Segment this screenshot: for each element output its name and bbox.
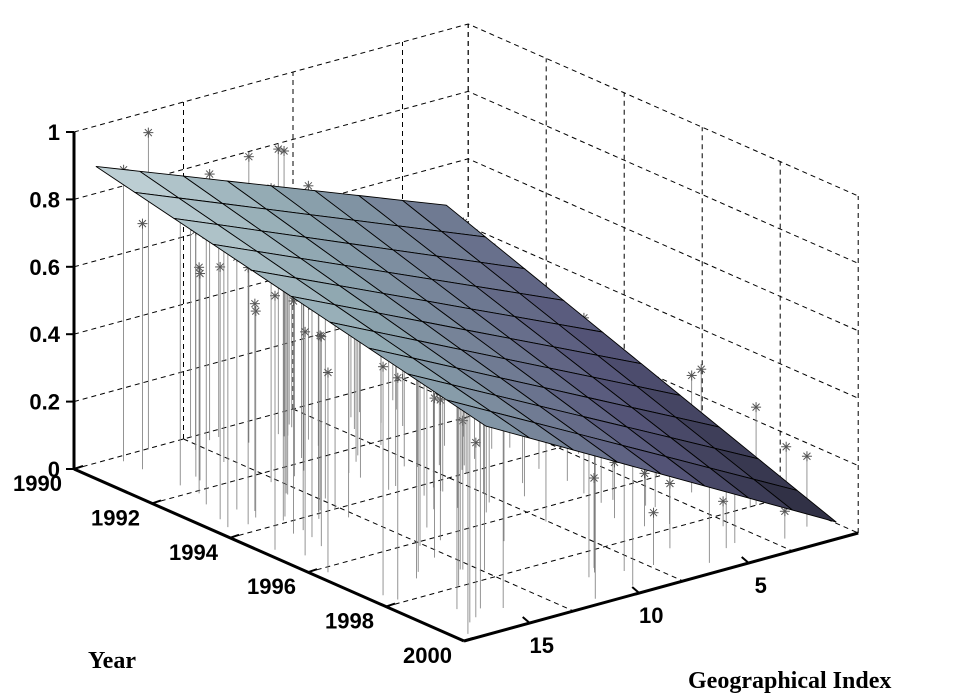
y-tick	[229, 533, 240, 539]
z-tick-label: 0.4	[29, 322, 60, 347]
y-tick-label: 1998	[325, 609, 374, 634]
y-tick-label: 1992	[91, 505, 140, 530]
surface-patch	[446, 399, 530, 439]
star-marker	[801, 451, 812, 462]
star-marker	[137, 218, 148, 229]
star-marker	[588, 473, 599, 484]
x-tick-label: 10	[639, 603, 663, 628]
y-tick-label: 2000	[403, 643, 452, 668]
x-axis-title: Geographical Index	[688, 668, 891, 694]
star-marker	[686, 370, 697, 381]
star-marker	[316, 331, 327, 342]
star-marker	[273, 144, 284, 155]
floor-gridline	[385, 498, 781, 608]
star-marker	[249, 298, 260, 309]
axes	[66, 131, 859, 643]
star-marker	[457, 415, 468, 426]
x-tick-label: 15	[529, 633, 553, 658]
star-marker	[300, 326, 311, 337]
y-axis-line	[73, 467, 465, 643]
star-marker	[718, 496, 729, 507]
floor-gridline	[402, 378, 793, 552]
y-tick	[385, 602, 396, 608]
star-marker	[322, 367, 333, 378]
z-tick-label: 1	[48, 120, 60, 145]
z-tick-label: 0.8	[29, 187, 60, 212]
star-marker	[143, 127, 154, 138]
tick-labels: 0 0.2 0.4 0.6 0.8 1 1990 1992 1994 1996 1998 2000 5 1…	[13, 120, 767, 668]
x-tick	[522, 616, 531, 624]
star-marker	[270, 290, 281, 301]
floor-gridline	[292, 408, 684, 582]
star-marker	[243, 151, 254, 162]
floor-gridline	[183, 438, 574, 612]
y-tick	[73, 465, 84, 470]
star-marker	[648, 507, 659, 518]
y-tick-label: 1994	[169, 540, 219, 565]
star-marker	[751, 402, 762, 413]
floor-gridline	[307, 463, 703, 573]
x-tick	[631, 586, 640, 594]
z-gridline	[73, 23, 859, 197]
star-marker	[429, 393, 440, 404]
surface	[95, 165, 837, 523]
y-tick	[463, 637, 474, 642]
y-tick-label: 1990	[13, 471, 62, 496]
y-tick	[307, 568, 318, 574]
star-marker	[392, 372, 403, 383]
z-tick-label: 0.6	[29, 255, 60, 280]
z-tick-label: 0.2	[29, 390, 60, 415]
z-gridline	[73, 90, 859, 264]
y-tick-label: 1996	[247, 574, 296, 599]
star-marker	[204, 169, 215, 180]
star-marker	[378, 361, 389, 372]
star-marker	[195, 268, 206, 279]
star-marker	[781, 441, 792, 452]
y-tick	[151, 499, 162, 505]
star-marker	[215, 261, 226, 272]
x-tick	[741, 556, 750, 564]
y-axis-title: Year	[88, 648, 136, 674]
x-tick-label: 5	[755, 573, 767, 598]
star-marker	[696, 364, 707, 375]
star-marker	[250, 306, 261, 317]
star-marker	[303, 180, 314, 191]
z-tick-label: 0	[48, 457, 60, 482]
star-marker	[470, 437, 481, 448]
